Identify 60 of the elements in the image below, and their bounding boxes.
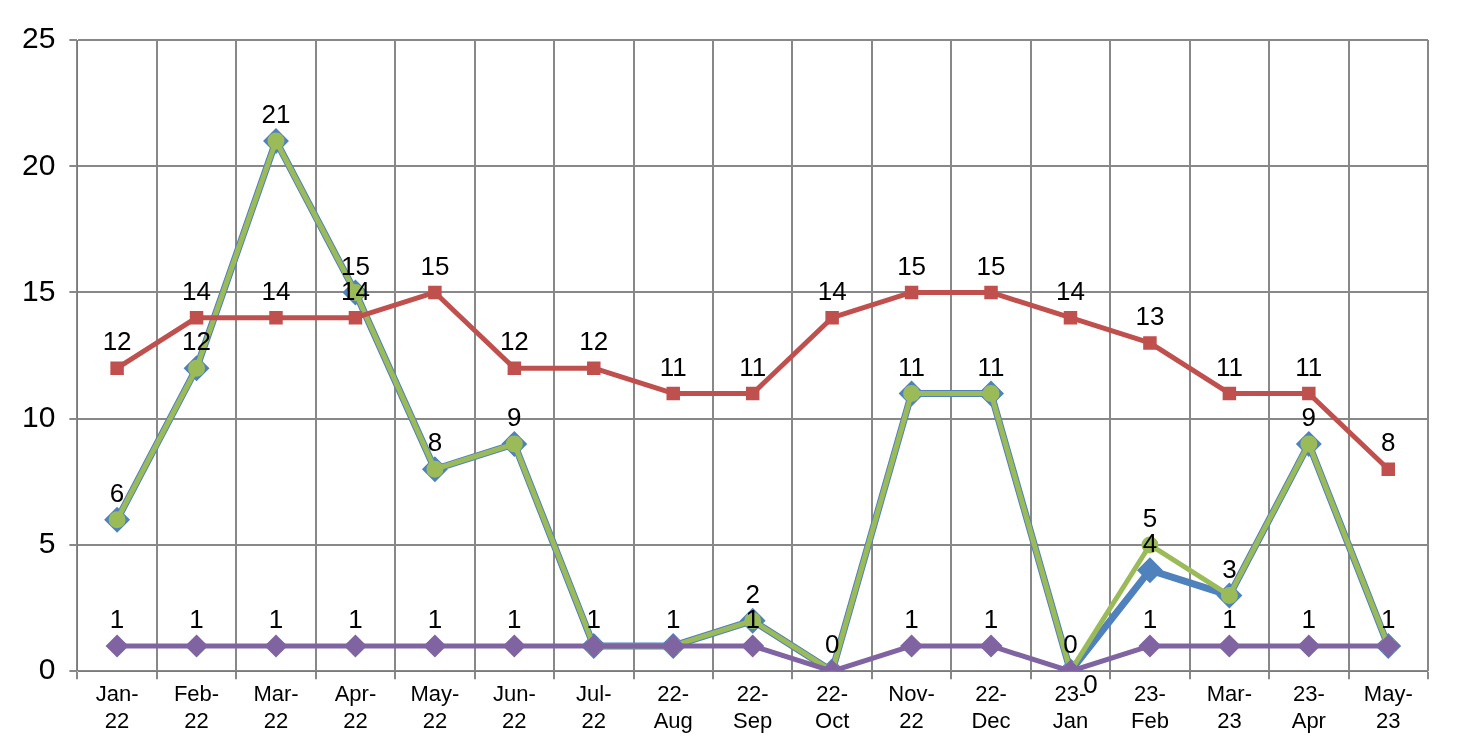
x-tick-label: 22-Sep <box>733 681 773 733</box>
data-label: 12 <box>102 326 132 357</box>
data-label: 14 <box>817 275 847 306</box>
data-label: 15 <box>897 250 927 281</box>
x-tick-label: Apr-22 <box>334 681 377 733</box>
x-tick-label: 22-Aug <box>653 681 693 733</box>
x-tick-label: 22-Dec <box>971 681 1011 733</box>
y-tick-label: 5 <box>38 526 56 560</box>
data-label: 12 <box>579 326 609 357</box>
data-label: 1 <box>1142 604 1158 635</box>
data-label: 9 <box>1301 402 1317 433</box>
x-tick-label: Mar-23 <box>1206 681 1252 733</box>
data-label: 11 <box>898 351 926 382</box>
data-label: 1 <box>507 604 522 635</box>
x-tick-label: May-22 <box>410 681 460 733</box>
data-label: 6 <box>109 477 125 508</box>
y-tick-label: 25 <box>21 21 56 55</box>
y-tick-label: 15 <box>21 273 56 307</box>
data-label: 1 <box>348 604 363 635</box>
data-label: 3 <box>1222 553 1237 584</box>
data-label: 11 <box>1215 351 1243 382</box>
data-label: 12 <box>499 326 529 357</box>
data-label: 15 <box>976 250 1006 281</box>
data-label: 1 <box>1222 604 1237 635</box>
x-tick-label: 23-Apr <box>1291 681 1326 733</box>
data-label: 1 <box>666 604 681 635</box>
data-label: 8 <box>1381 427 1396 458</box>
data-label: 14 <box>1056 275 1085 306</box>
data-label: 1 <box>109 604 125 635</box>
x-tick-label: Mar-22 <box>253 681 299 733</box>
x-tick-label: Jan-22 <box>95 681 139 733</box>
data-label: 11 <box>659 351 687 382</box>
x-tick-label: Jul-22 <box>576 681 612 733</box>
x-tick-label: Jun-22 <box>492 681 536 733</box>
data-label: 1 <box>904 604 919 635</box>
data-label: 14 <box>182 275 211 306</box>
data-label: 1 <box>427 604 443 635</box>
data-label: 1 <box>983 604 999 635</box>
data-label: 9 <box>507 402 522 433</box>
data-label: 11 <box>977 351 1005 382</box>
data-label: 13 <box>1135 301 1165 332</box>
x-tick-label: Feb-22 <box>173 681 220 733</box>
data-label: 15 <box>420 250 450 281</box>
y-tick-label: 0 <box>38 652 56 686</box>
y-tick-label: 10 <box>21 399 56 433</box>
data-label: 1 <box>1381 604 1396 635</box>
data-label: 11 <box>739 351 767 382</box>
data-label: 1 <box>189 604 204 635</box>
data-label: 11 <box>1295 351 1323 382</box>
y-tick-label: 20 <box>21 147 56 181</box>
x-tick-label: Nov-22 <box>888 681 935 733</box>
x-tick-label: 22-Oct <box>815 681 850 733</box>
data-label: 1 <box>1301 604 1317 635</box>
x-tick-label: 23-Feb <box>1130 681 1169 733</box>
data-label: 8 <box>427 427 443 458</box>
data-label: 14 <box>261 275 291 306</box>
data-label: 1 <box>586 604 602 635</box>
data-label: 21 <box>261 99 291 130</box>
x-tick-label: May-23 <box>1363 681 1413 733</box>
data-label: 1 <box>268 604 284 635</box>
